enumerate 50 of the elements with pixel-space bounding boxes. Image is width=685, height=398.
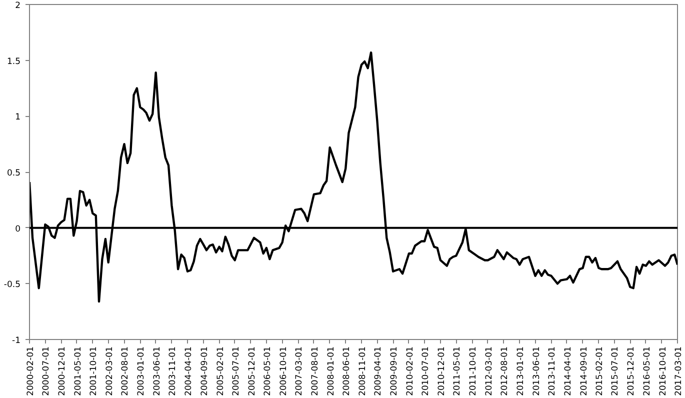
y-tick-label: 2 <box>15 1 21 11</box>
x-tick-label: 2013-11-01 <box>548 346 558 396</box>
x-tick-label: 2008-11-01 <box>358 346 368 396</box>
x-tick-label: 2006-05-01 <box>262 346 273 396</box>
x-tick-label: 2002-08-01 <box>120 346 131 396</box>
x-tick-label: 2011-05-01 <box>452 346 463 396</box>
x-tick-label: 2000-07-01 <box>42 346 52 396</box>
y-tick-label: 0.5 <box>6 168 21 178</box>
x-tick-label: 2017-03-01 <box>674 346 684 396</box>
y-tick-label: 0 <box>15 224 21 234</box>
x-tick-label: 2002-03-01 <box>104 346 115 396</box>
x-tick-label: 2010-07-01 <box>421 346 432 396</box>
x-tick-label: 2016-10-01 <box>658 346 668 396</box>
y-tick-label: -1 <box>12 336 21 346</box>
x-tick-label: 2000-02-01 <box>26 346 36 396</box>
x-tick-label: 2015-02-01 <box>595 346 606 396</box>
x-tick-label: 2010-12-01 <box>436 346 447 396</box>
x-tick-label: 2007-03-01 <box>294 346 305 396</box>
line-series <box>30 51 678 303</box>
x-tick-label: 2005-02-01 <box>216 346 226 396</box>
x-tick-label: 2009-04-01 <box>374 346 384 396</box>
x-tick-label: 2014-09-01 <box>579 346 590 396</box>
x-tick-label: 2005-12-01 <box>247 346 258 396</box>
x-tick-label: 2016-05-01 <box>642 346 652 396</box>
x-tick-label: 2000-12-01 <box>58 346 68 396</box>
x-tick-label: 2005-07-01 <box>231 346 242 396</box>
x-tick-label: 2007-08-01 <box>310 346 320 396</box>
x-tick-label: 2014-04-01 <box>563 346 574 396</box>
x-tick-label: 2015-07-01 <box>610 346 621 396</box>
x-tick-label: 2004-09-01 <box>200 346 210 396</box>
x-tick-label: 2003-11-01 <box>168 346 178 396</box>
x-tick-label: 2009-09-01 <box>390 346 400 396</box>
x-tick-label: 2008-06-01 <box>342 346 352 396</box>
x-tick-label: 2012-03-01 <box>484 346 494 396</box>
y-tick-label: -0.5 <box>4 280 21 290</box>
x-tick-label: 2003-01-01 <box>136 346 147 396</box>
x-tick-label: 2013-06-01 <box>532 346 542 396</box>
y-tick-label: 1 <box>15 112 21 123</box>
x-tick-label: 2011-10-01 <box>468 346 479 396</box>
x-tick-label: 2010-02-01 <box>405 346 416 396</box>
y-tick-label: 1.5 <box>6 56 21 67</box>
x-tick-label: 2008-01-01 <box>326 346 336 396</box>
x-tick-label: 2006-10-01 <box>278 346 289 396</box>
x-tick-label: 2003-06-01 <box>152 346 162 396</box>
x-tick-label: 2001-10-01 <box>89 346 100 396</box>
x-tick-label: 2013-01-01 <box>516 346 526 396</box>
x-tick-label: 2001-05-01 <box>73 346 84 396</box>
x-tick-label: 2012-08-01 <box>500 346 510 396</box>
x-tick-label: 2004-04-01 <box>184 346 194 396</box>
x-tick-label: 2015-12-01 <box>626 346 637 396</box>
